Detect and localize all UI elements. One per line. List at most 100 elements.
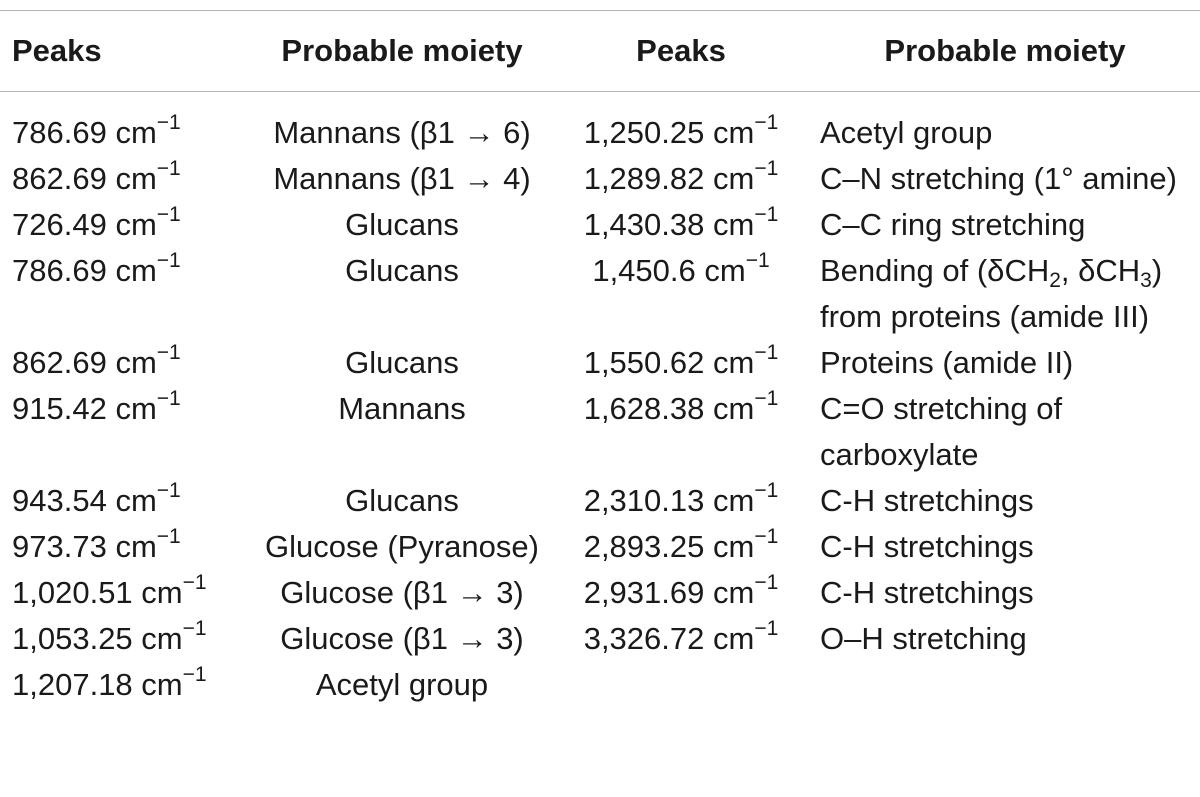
peak-unit: cm [141, 575, 183, 610]
peak-unit-exponent: −1 [745, 249, 770, 272]
top-rule [0, 10, 1200, 11]
peak-unit-exponent: −1 [156, 157, 181, 180]
peak-cell-right: 2,310.13 cm−1 [552, 478, 810, 524]
moiety-cell-right: C=O stretching of carboxylate [820, 391, 1063, 472]
table-row: 973.73 cm−1 Glucose (Pyranose) 2,893.25 cm… [0, 524, 1200, 570]
peak-value: 1,207.18 [12, 667, 133, 702]
peak-value: 2,310.13 [583, 483, 705, 518]
peak-unit-exponent: −1 [156, 341, 181, 364]
moiety-cell-right: C–C ring stretching [820, 207, 1086, 242]
peak-unit: cm [141, 621, 183, 656]
moiety-cell-right [810, 662, 1200, 708]
peak-unit: cm [713, 115, 755, 150]
table-row: 786.69 cm−1 Mannans (β1 → 6) 1,250.25 cm−1… [0, 91, 1200, 156]
peak-unit-exponent: −1 [182, 663, 207, 686]
table-row: 862.69 cm−1 Mannans (β1 → 4) 1,289.82 cm−1… [0, 156, 1200, 202]
moiety-cell-left: Glucose (Pyranose) [265, 529, 539, 564]
moiety-cell-right: C–N stretching (1° amine) [820, 161, 1177, 196]
peak-cell-right: 1,289.82 cm−1 [552, 156, 810, 202]
peak-cell-left: 915.42 cm−1 [0, 386, 252, 478]
table-row: 726.49 cm−1 Glucans 1,430.38 cm−1 C–C ring … [0, 202, 1200, 248]
peak-value: 1,289.82 [583, 161, 705, 196]
moiety-cell-right: C-H stretchings [820, 529, 1034, 564]
peak-value: 786.69 [12, 115, 107, 150]
peak-cell-left: 862.69 cm−1 [0, 340, 252, 386]
table-row: 1,207.18 cm−1 Acetyl group [0, 662, 1200, 708]
peak-cell-right [552, 662, 810, 708]
table-row: 786.69 cm−1 Glucans 1,450.6 cm−1 Bending of… [0, 248, 1200, 340]
moiety-cell-left: Glucans [345, 207, 459, 242]
peak-unit: cm [713, 161, 755, 196]
moiety-cell-left: Glucose (β1 → 3) [280, 621, 524, 656]
peak-value: 786.69 [12, 253, 107, 288]
peak-value: 2,893.25 [583, 529, 705, 564]
peak-value: 915.42 [12, 391, 107, 426]
peak-value: 1,020.51 [12, 575, 133, 610]
peak-value: 943.54 [12, 483, 107, 518]
peak-cell-right: 1,550.62 cm−1 [552, 340, 810, 386]
peak-unit-exponent: −1 [156, 525, 181, 548]
peak-cell-left: 862.69 cm−1 [0, 156, 252, 202]
peak-cell-left: 786.69 cm−1 [0, 248, 252, 340]
peak-value: 1,628.38 [583, 391, 705, 426]
peak-cell-left: 1,020.51 cm−1 [0, 570, 252, 616]
peak-unit: cm [713, 207, 755, 242]
peak-unit-exponent: −1 [754, 387, 779, 410]
moiety-cell-left: Glucans [345, 345, 459, 380]
peak-unit-exponent: −1 [156, 387, 181, 410]
peak-cell-right: 3,326.72 cm−1 [552, 616, 810, 662]
peak-unit-exponent: −1 [754, 571, 779, 594]
peak-unit-exponent: −1 [754, 479, 779, 502]
header-peaks-1: Peaks [12, 33, 102, 68]
peak-unit: cm [704, 253, 746, 288]
moiety-cell-left: Glucose (β1 → 3) [280, 575, 524, 610]
peak-unit: cm [115, 529, 157, 564]
moiety-cell-left: Mannans (β1 → 4) [273, 161, 531, 196]
peak-unit: cm [713, 391, 755, 426]
peak-cell-right: 1,430.38 cm−1 [552, 202, 810, 248]
peak-unit-exponent: −1 [156, 203, 181, 226]
table-row: 862.69 cm−1 Glucans 1,550.62 cm−1 Proteins … [0, 340, 1200, 386]
peak-value: 862.69 [12, 161, 107, 196]
peak-value: 1,430.38 [583, 207, 705, 242]
peak-cell-left: 973.73 cm−1 [0, 524, 252, 570]
peak-unit: cm [115, 207, 157, 242]
peak-value: 1,053.25 [12, 621, 133, 656]
moiety-cell-right: Proteins (amide II) [820, 345, 1074, 380]
peak-unit-exponent: −1 [182, 617, 207, 640]
peak-unit: cm [713, 345, 755, 380]
table-row: 1,020.51 cm−1 Glucose (β1 → 3) 2,931.69 cm… [0, 570, 1200, 616]
moiety-cell-right: Acetyl group [820, 115, 993, 150]
peak-unit: cm [141, 667, 183, 702]
peak-cell-left: 786.69 cm−1 [0, 91, 252, 156]
header-moiety-2: Probable moiety [884, 33, 1126, 68]
peak-value: 2,931.69 [583, 575, 705, 610]
peak-unit: cm [713, 483, 755, 518]
peak-unit-exponent: −1 [754, 157, 779, 180]
peak-unit-exponent: −1 [754, 341, 779, 364]
table-row: 943.54 cm−1 Glucans 2,310.13 cm−1 C-H stret… [0, 478, 1200, 524]
peak-value: 3,326.72 [583, 621, 705, 656]
peak-cell-left: 1,053.25 cm−1 [0, 616, 252, 662]
moiety-cell-left: Acetyl group [315, 667, 489, 702]
peak-value: 726.49 [12, 207, 107, 242]
peak-unit: cm [115, 161, 157, 196]
peak-unit: cm [115, 345, 157, 380]
moiety-cell-left: Mannans [338, 391, 466, 426]
moiety-cell-right: C-H stretchings [820, 575, 1034, 610]
table-body: 786.69 cm−1 Mannans (β1 → 6) 1,250.25 cm−1… [0, 91, 1200, 708]
peak-cell-right: 1,250.25 cm−1 [552, 91, 810, 156]
peak-cell-left: 726.49 cm−1 [0, 202, 252, 248]
peak-unit-exponent: −1 [156, 111, 181, 134]
peak-unit: cm [115, 115, 157, 150]
header-rule [0, 91, 1200, 92]
table-row: 1,053.25 cm−1 Glucose (β1 → 3) 3,326.72 cm… [0, 616, 1200, 662]
peak-cell-left: 943.54 cm−1 [0, 478, 252, 524]
header-row: Peaks Probable moiety Peaks Probable moi… [0, 11, 1200, 91]
moiety-cell-left: Mannans (β1 → 6) [273, 115, 531, 150]
peak-cell-right: 2,931.69 cm−1 [552, 570, 810, 616]
peak-value: 1,450.6 [592, 253, 696, 288]
peak-cell-right: 1,450.6 cm−1 [552, 248, 810, 340]
table-row: 915.42 cm−1 Mannans 1,628.38 cm−1 C=O stret… [0, 386, 1200, 478]
